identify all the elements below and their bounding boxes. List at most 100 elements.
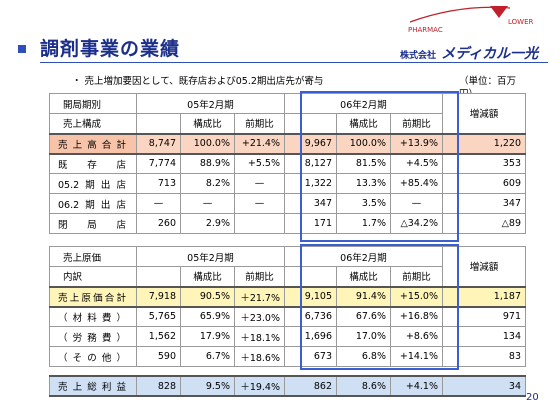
gross-profit-label: 売上総利益	[49, 375, 137, 397]
cost-b-ratio-header: 構成比	[336, 266, 391, 287]
sales-b-value: 347	[284, 193, 337, 214]
cost-b-prev: +15.0%	[390, 285, 443, 308]
sales-diff: 353	[442, 153, 526, 174]
cost-b-ratio: 17.0%	[336, 326, 391, 347]
gross-profit-table: 売上総利益 828 9.5% ＋19.4% 862 8.6% +4.1% 34	[49, 375, 526, 397]
sales-b-prev: △34.2%	[390, 213, 443, 234]
sales-change-header: 増減額	[442, 93, 526, 134]
cost-a-ratio-header: 構成比	[180, 266, 235, 287]
sales-a-ratio: 8.2%	[180, 173, 235, 194]
cost-a-value: 590	[136, 346, 181, 367]
title-rule	[40, 62, 548, 63]
sales-diff: 347	[442, 193, 526, 214]
company-prefix: 株式会社	[400, 51, 437, 61]
sales-a-value: —	[136, 193, 181, 214]
cost-table: 売上原価 05年2月期 06年2月期 増減額 内訳 構成比 前期比 構成比 前期…	[49, 246, 526, 367]
cost-b-prev-header: 前期比	[390, 266, 443, 287]
sales-a-ratio: 2.9%	[180, 213, 235, 234]
cost-row-label: 売上原価合計	[49, 285, 137, 308]
cost-diff: 83	[442, 346, 526, 367]
gross-profit-diff: 34	[442, 375, 526, 397]
company-logo: PHARMAC LOWER 株式会社 メディカル一光	[400, 2, 550, 72]
sales-b-value: 8,127	[284, 153, 337, 174]
cost-period-a: 05年2月期	[136, 246, 285, 267]
cost-b-prev: +14.1%	[390, 346, 443, 367]
sales-b-prev: +4.5%	[390, 153, 443, 174]
cost-b-value: 6,736	[284, 306, 337, 327]
cost-diff: 134	[442, 326, 526, 347]
sales-b-ratio: 81.5%	[336, 153, 391, 174]
cost-b-value: 1,696	[284, 326, 337, 347]
sales-a-ratio: 100.0%	[180, 132, 235, 155]
sales-row-label: 売上高合計	[49, 132, 137, 155]
sales-b-ratio: 1.7%	[336, 213, 391, 234]
sales-b-ratio: 100.0%	[336, 132, 391, 155]
cost-b-value: 673	[284, 346, 337, 367]
unit-label: （単位：百万	[459, 76, 517, 87]
cost-a-value: 5,765	[136, 306, 181, 327]
sales-a-prev: +21.4%	[234, 132, 285, 155]
gross-profit-b-value: 862	[284, 375, 337, 397]
sales-row-label: 既 存 店	[49, 153, 137, 174]
sales-a-value: 260	[136, 213, 181, 234]
gross-profit-b-ratio: 8.6%	[336, 375, 391, 397]
sales-b-value: 9,967	[284, 132, 337, 155]
sales-a-prev: —	[234, 193, 285, 214]
sales-b-ratio: 13.3%	[336, 173, 391, 194]
cost-a-value: 1,562	[136, 326, 181, 347]
sales-header-label-1: 開局期別	[49, 93, 137, 114]
sales-a-prev	[234, 213, 285, 234]
cost-a-prev: ＋23.0%	[234, 306, 285, 327]
cost-row-label: （労務費）	[49, 326, 137, 347]
sales-a-value: 8,747	[136, 132, 181, 155]
cost-b-value-header	[284, 266, 337, 287]
cost-diff: 1,187	[442, 285, 526, 308]
cost-period-b: 06年2月期	[284, 246, 443, 267]
sales-b-ratio-header: 構成比	[336, 113, 391, 134]
company-brand: メディカル一光	[441, 46, 539, 62]
bullet-note: ・ 売上増加要因として、既存店および05.2期出店先が寄与	[72, 76, 324, 87]
cost-a-ratio: 6.7%	[180, 346, 235, 367]
cost-a-prev: ＋18.6%	[234, 346, 285, 367]
sales-a-ratio: 88.9%	[180, 153, 235, 174]
sales-row-label: 06.2期出店	[49, 193, 137, 214]
sales-b-value: 171	[284, 213, 337, 234]
sales-diff: 1,220	[442, 132, 526, 155]
sales-a-prev-header: 前期比	[234, 113, 285, 134]
cost-header-label-2: 内訳	[49, 266, 137, 287]
cost-row-label: （材料費）	[49, 306, 137, 327]
sales-b-prev: —	[390, 193, 443, 214]
cost-diff: 971	[442, 306, 526, 327]
sales-b-prev-header: 前期比	[390, 113, 443, 134]
sales-b-prev: +85.4%	[390, 173, 443, 194]
page-number: 20	[526, 392, 539, 403]
sales-a-prev: +5.5%	[234, 153, 285, 174]
sales-period-a: 05年2月期	[136, 93, 285, 114]
sales-b-ratio: 3.5%	[336, 193, 391, 214]
slide-title: 調剤事業の業績	[40, 38, 181, 60]
gross-profit-b-prev: +4.1%	[390, 375, 443, 397]
sales-diff: △89	[442, 213, 526, 234]
cost-header-label-1: 売上原価	[49, 246, 137, 267]
gross-profit-a-prev: ＋19.4%	[234, 375, 285, 397]
sales-a-value: 713	[136, 173, 181, 194]
logo-pharmac-text: PHARMAC	[408, 26, 443, 34]
sales-b-value: 1,322	[284, 173, 337, 194]
gross-profit-a-ratio: 9.5%	[180, 375, 235, 397]
sales-a-value: 7,774	[136, 153, 181, 174]
sales-b-value-header	[284, 113, 337, 134]
cost-change-header: 増減額	[442, 246, 526, 287]
sales-a-value-header	[136, 113, 181, 134]
cost-a-value-header	[136, 266, 181, 287]
sales-a-ratio: —	[180, 193, 235, 214]
cost-b-ratio: 91.4%	[336, 285, 391, 308]
title-bullet	[18, 45, 26, 53]
cost-a-prev: ＋18.1%	[234, 326, 285, 347]
cost-a-ratio: 90.5%	[180, 285, 235, 308]
sales-row-label: 閉 局 店	[49, 213, 137, 234]
cost-a-ratio: 17.9%	[180, 326, 235, 347]
sales-diff: 609	[442, 173, 526, 194]
cost-b-value: 9,105	[284, 285, 337, 308]
sales-table: 開局期別 05年2月期 06年2月期 増減額 売上構成 構成比 前期比 構成比 …	[49, 93, 526, 234]
cost-row-label: （その他）	[49, 346, 137, 367]
